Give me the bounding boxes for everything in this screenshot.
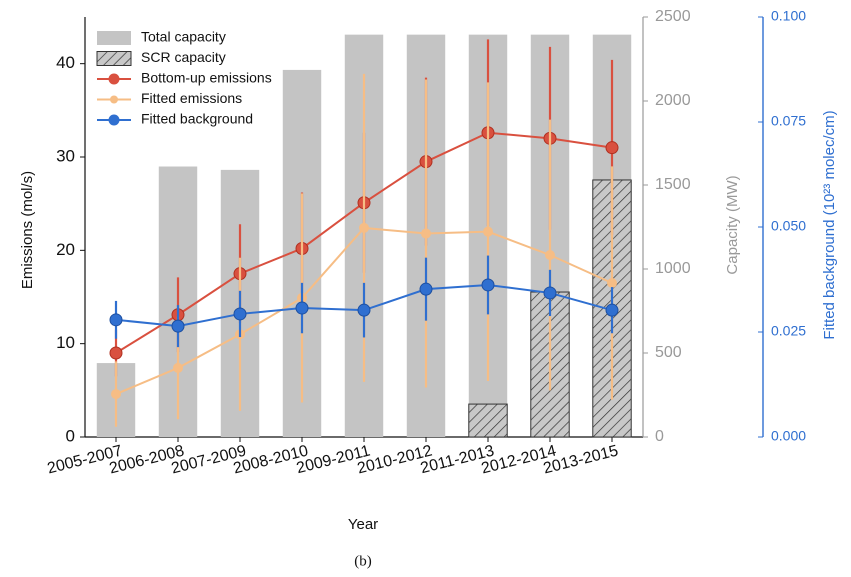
legend-marker bbox=[108, 73, 120, 85]
y2-tick-label: 0 bbox=[655, 428, 664, 445]
marker bbox=[481, 278, 495, 292]
marker bbox=[357, 303, 371, 317]
marker bbox=[421, 228, 431, 239]
legend-label: SCR capacity bbox=[141, 49, 226, 65]
y2-tick-label: 1500 bbox=[655, 176, 691, 193]
y-axis-title: Emissions (mol/s) bbox=[19, 171, 36, 289]
y2-tick-label: 1000 bbox=[655, 260, 691, 277]
scr-bar bbox=[468, 403, 508, 438]
marker bbox=[109, 313, 123, 327]
y3-axis-title: Fitted background (10²³ molec/cm) bbox=[821, 110, 838, 339]
legend-label: Total capacity bbox=[141, 29, 226, 45]
y3-tick-label: 0.100 bbox=[771, 8, 806, 24]
y-tick-label: 40 bbox=[56, 53, 75, 72]
caption: (b) bbox=[354, 553, 372, 569]
y3-tick-label: 0.050 bbox=[771, 218, 806, 234]
marker bbox=[359, 222, 369, 233]
y3-tick-label: 0.075 bbox=[771, 113, 806, 129]
marker bbox=[233, 307, 247, 321]
legend-label: Fitted background bbox=[141, 111, 253, 127]
legend-swatch bbox=[97, 31, 131, 45]
y-tick-label: 30 bbox=[56, 146, 75, 165]
marker bbox=[173, 362, 183, 373]
marker bbox=[171, 319, 185, 333]
legend-label: Bottom-up emissions bbox=[141, 70, 272, 86]
marker bbox=[543, 286, 557, 300]
marker bbox=[545, 250, 555, 260]
marker bbox=[109, 346, 123, 360]
marker bbox=[607, 278, 617, 288]
legend-marker bbox=[108, 114, 120, 126]
marker bbox=[483, 226, 493, 237]
x-axis-title: Year bbox=[348, 516, 378, 533]
y-tick-label: 20 bbox=[56, 240, 75, 259]
legend-swatch bbox=[96, 51, 132, 66]
marker bbox=[605, 141, 619, 155]
marker bbox=[295, 301, 309, 315]
marker bbox=[419, 282, 433, 296]
y3-tick-label: 0.025 bbox=[771, 323, 806, 339]
y-tick-label: 0 bbox=[66, 426, 75, 445]
legend-label: Fitted emissions bbox=[141, 90, 242, 106]
marker bbox=[605, 303, 619, 317]
y2-tick-label: 500 bbox=[655, 344, 682, 361]
y-tick-label: 10 bbox=[56, 333, 75, 352]
y2-tick-label: 2000 bbox=[655, 92, 691, 109]
y3-tick-label: 0.000 bbox=[771, 428, 806, 444]
marker bbox=[111, 389, 121, 400]
y2-axis-title: Capacity (MW) bbox=[724, 175, 741, 274]
y2-tick-label: 2500 bbox=[655, 8, 691, 25]
legend-marker bbox=[110, 95, 118, 104]
